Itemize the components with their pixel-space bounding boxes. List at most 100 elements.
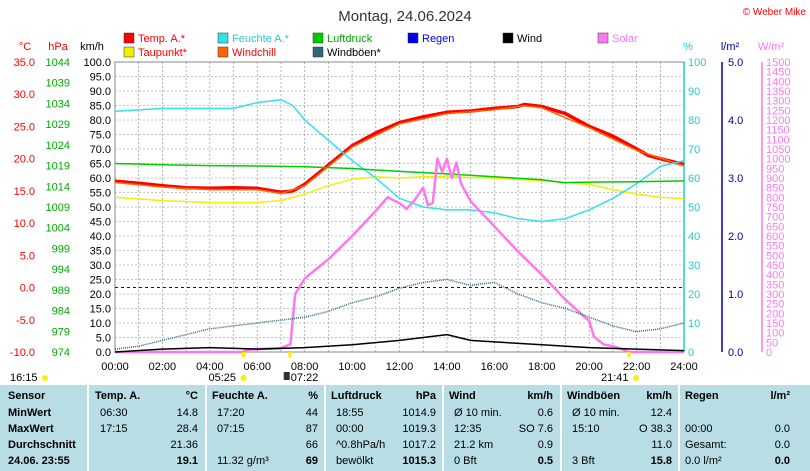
legend-swatch — [123, 32, 135, 44]
humidity-tick-label: 0 — [688, 347, 694, 359]
rain-tick-label: 1.0 — [728, 289, 743, 301]
header-wind: Wind — [449, 390, 476, 402]
x-tick-label: 24:00 — [670, 361, 698, 373]
legend-label: Luftdruck — [327, 33, 373, 45]
temp-tick-label: 20.0 — [14, 154, 35, 166]
wind-tick-label: 95.0 — [90, 72, 111, 84]
solar-tick-label: 1350 — [766, 86, 790, 98]
temp-time: 06:30 — [100, 407, 128, 419]
wind-value: 0.6 — [537, 407, 553, 419]
humidity-tick-label: 50 — [688, 202, 700, 214]
row-label: 24.06. 23:55 — [8, 455, 70, 467]
solar-tick-label: 950 — [766, 163, 784, 175]
solar-tick-label: 1450 — [766, 67, 790, 79]
regen-value: 0.0 — [774, 455, 790, 467]
temp-tick-label: 25.0 — [14, 121, 35, 133]
regen-value: 0.0 — [774, 423, 790, 435]
feuchte-value: 44 — [305, 407, 318, 419]
humidity-tick-label: 10 — [688, 318, 700, 330]
pressure-tick-label: 1029 — [46, 119, 70, 131]
pressure-tick-label: 989 — [52, 285, 70, 297]
solar-tick-label: 100 — [766, 328, 784, 340]
wind-desc: 12:35 — [454, 423, 482, 435]
legend-label: Windböen* — [327, 47, 382, 59]
pressure-tick-label: 1034 — [46, 98, 70, 110]
pressure-tick-label: 999 — [52, 243, 70, 255]
luftdruck-time: bewölkt — [336, 455, 374, 467]
pressure-tick-label: 1014 — [46, 181, 70, 193]
solar-tick-label: 1150 — [766, 125, 790, 137]
temp-value: 14.8 — [176, 407, 198, 419]
credit-text: © Weber Mike — [743, 7, 807, 18]
x-tick-label: 02:00 — [149, 361, 177, 373]
temp-tick-label: -10.0 — [10, 347, 35, 359]
humidity-tick-label: 60 — [688, 173, 700, 185]
pressure-axis-unit: hPa — [48, 41, 68, 53]
wind-tick-label: 65.0 — [90, 159, 111, 171]
solar-tick-label: 350 — [766, 279, 784, 291]
legend-swatch — [217, 46, 229, 58]
wind-tick-label: 15.0 — [90, 304, 111, 316]
wind-tick-label: 100.0 — [83, 57, 111, 69]
legend-label: Temp. A.* — [138, 33, 186, 45]
header-temp: Temp. A. — [95, 390, 141, 402]
header-feuchte: Feuchte A. — [212, 390, 268, 402]
windboeen-value: 11.0 — [651, 439, 672, 451]
pressure-tick-label: 1009 — [46, 202, 70, 214]
wind-tick-label: 25.0 — [90, 275, 111, 287]
header-sensor: Sensor — [8, 390, 46, 402]
solar-tick-label: 1100 — [766, 134, 790, 146]
solar-tick-label: 750 — [766, 202, 784, 214]
solar-tick-label: 1400 — [766, 76, 790, 88]
pressure-tick-label: 1044 — [46, 57, 70, 69]
sunrise-time-label: 05:25 — [208, 372, 236, 384]
humidity-tick-label: 20 — [688, 289, 700, 301]
sunset-icon — [632, 375, 639, 381]
rain-tick-label: 2.0 — [728, 231, 743, 243]
header-luftdruck: Luftdruck — [331, 390, 382, 402]
x-tick-label: 10:00 — [338, 361, 366, 373]
series-line-taupunkt — [114, 175, 685, 204]
temp-value: 28.4 — [176, 423, 198, 435]
wind-tick-label: 30.0 — [90, 260, 111, 272]
temp-tick-label: 0.0 — [20, 283, 35, 295]
wind-tick-label: 85.0 — [90, 101, 111, 113]
solar-tick-label: 1050 — [766, 144, 790, 156]
temp-value: 19.1 — [176, 455, 198, 467]
regen-desc: 0.0 l/m² — [685, 455, 722, 467]
series-line-solar — [115, 157, 684, 354]
rain-tick-label: 5.0 — [728, 57, 743, 69]
solar-tick-label: 1000 — [766, 154, 790, 166]
moon-icon — [283, 372, 290, 380]
solar-tick-label: 1500 — [766, 57, 790, 69]
header-windboeen-unit: km/h — [646, 390, 672, 402]
rain-tick-label: 4.0 — [728, 115, 743, 127]
luftdruck-time: 00:00 — [336, 423, 364, 435]
series-line-temp-a — [114, 102, 685, 194]
x-tick-label: 12:00 — [386, 361, 414, 373]
solar-tick-label: 1250 — [766, 105, 790, 117]
wind-tick-label: 35.0 — [90, 246, 111, 258]
humidity-tick-label: 100 — [688, 57, 706, 69]
humidity-axis-unit: % — [683, 41, 693, 53]
pressure-tick-label: 1004 — [46, 223, 70, 235]
legend-label: Wind — [517, 33, 542, 45]
feuchte-time: 11.32 g/m³ — [217, 455, 269, 467]
windboeen-desc: 3 Bft — [572, 455, 595, 467]
legend-label: Taupunkt* — [138, 47, 188, 59]
feuchte-value: 87 — [305, 423, 318, 435]
header-wind-unit: km/h — [527, 390, 553, 402]
windboeen-value: 15.8 — [650, 455, 672, 467]
moon-time-label: 07:22 — [291, 372, 319, 384]
wind-tick-label: 70.0 — [90, 144, 111, 156]
wind-value: 0.9 — [537, 439, 553, 451]
luftdruck-value: 1019.3 — [402, 423, 436, 435]
legend-label: Feuchte A.* — [232, 33, 290, 45]
wind-tick-label: 5.0 — [96, 333, 111, 345]
temp-tick-label: 5.0 — [20, 250, 35, 262]
header-windboeen: Windböen — [567, 390, 621, 402]
pressure-tick-label: 979 — [52, 326, 70, 338]
solar-tick-label: 600 — [766, 231, 784, 243]
humidity-tick-label: 90 — [688, 86, 700, 98]
x-tick-label: 06:00 — [243, 361, 271, 373]
